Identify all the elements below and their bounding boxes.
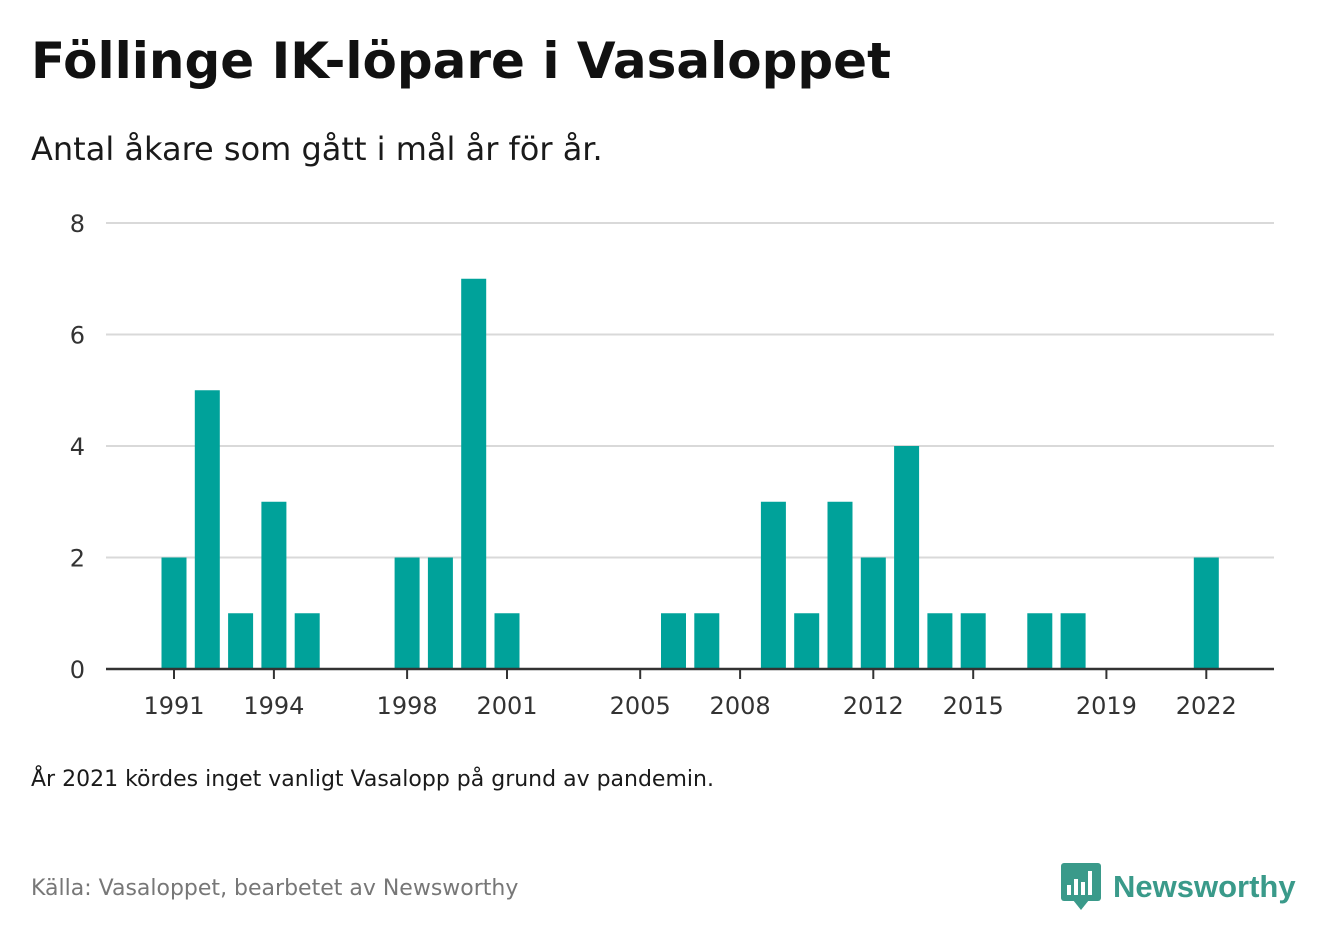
bar-1999 — [427, 557, 453, 669]
x-tick-label: 2012 — [843, 692, 904, 720]
y-tick-label: 6 — [70, 322, 85, 350]
bar-2010 — [794, 613, 820, 669]
chart-note: År 2021 kördes inget vanligt Vasalopp på… — [31, 767, 714, 792]
bar-chart: 0 2 4 6 8 1991 1994 1998 2001 2005 2008 2012 2015 201… — [70, 210, 1274, 720]
gridlines — [106, 222, 1274, 559]
x-tick-label: 1994 — [243, 692, 304, 720]
x-tick-label: 1991 — [143, 692, 204, 720]
x-tick-label: 2015 — [943, 692, 1004, 720]
bar-2000 — [461, 278, 487, 669]
bar-1992 — [194, 390, 220, 669]
chart-bubble-icon — [1061, 863, 1101, 910]
x-tick-label: 2019 — [1076, 692, 1137, 720]
x-tick-label: 2008 — [710, 692, 771, 720]
bar-1995 — [294, 613, 320, 669]
bar-2011 — [827, 501, 853, 669]
chart-title: Föllinge IK-löpare i Vasaloppet — [31, 32, 891, 90]
newsworthy-logo: Newsworthy — [1061, 862, 1296, 912]
bar-2007 — [694, 613, 720, 669]
x-tick-label: 2022 — [1176, 692, 1237, 720]
bar-2001 — [494, 613, 520, 669]
bar-2012 — [860, 557, 886, 669]
bar-1994 — [261, 501, 287, 669]
bar-1991 — [161, 557, 187, 669]
x-tick-label: 1998 — [377, 692, 438, 720]
bar-2014 — [927, 613, 953, 669]
x-tick-label: 2005 — [610, 692, 671, 720]
brand-name: Newsworthy — [1113, 869, 1296, 904]
y-tick-label: 4 — [70, 433, 85, 461]
chart-subtitle: Antal åkare som gått i mål år för år. — [31, 130, 603, 168]
bar-1998 — [394, 557, 420, 669]
axes: 0 2 4 6 8 1991 1994 1998 2001 2005 2008 2012 2015 201… — [70, 210, 1274, 720]
bar-2009 — [760, 501, 786, 669]
y-tick-label: 2 — [70, 545, 85, 573]
bar-2022 — [1193, 557, 1219, 669]
bar-1993 — [228, 613, 254, 669]
x-tick-label: 2001 — [476, 692, 537, 720]
y-tick-label: 8 — [70, 210, 85, 238]
y-tick-label: 0 — [70, 656, 85, 684]
source-credit: Källa: Vasaloppet, bearbetet av Newswort… — [31, 876, 519, 901]
bars — [161, 278, 1219, 669]
bar-2018 — [1060, 613, 1086, 669]
bar-2006 — [661, 613, 686, 669]
bar-2013 — [894, 446, 920, 669]
bar-2015 — [960, 613, 986, 669]
bar-2017 — [1027, 613, 1053, 669]
